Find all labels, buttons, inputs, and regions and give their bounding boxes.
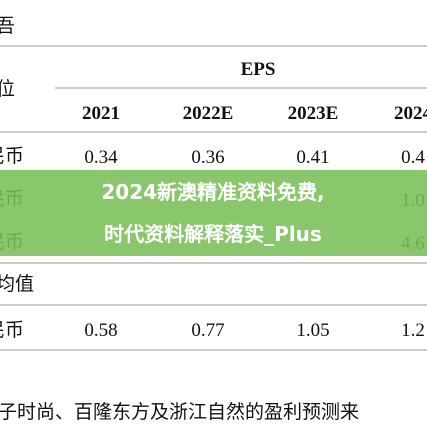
cell: 0.4: [401, 147, 425, 168]
cell: 0.34: [84, 147, 118, 168]
column-header: 2024: [394, 103, 427, 124]
cell: 1.2: [401, 320, 425, 341]
cell: 0.58: [84, 320, 117, 341]
cell: 1.05: [296, 320, 329, 341]
column-header: 2023E: [288, 103, 339, 124]
row-label: 民币: [0, 145, 24, 167]
banner-line: 时代资料解释落实_Plus: [104, 222, 322, 246]
footnote: 子时尚、百隆东方及浙江自然的盈利预测来: [0, 401, 359, 423]
banner-background: [0, 170, 427, 256]
row-label: 吾: [0, 15, 15, 37]
cell: 0.41: [296, 147, 329, 168]
column-header: 2022E: [183, 103, 234, 124]
row-label: 位: [0, 78, 15, 100]
banner-line: 2024新澳精准资料免费,: [101, 180, 324, 204]
cell: 0.77: [191, 320, 224, 341]
cell: 0.36: [191, 147, 224, 168]
column-header: 2021: [82, 103, 120, 124]
group-header: EPS: [241, 59, 276, 80]
row-label: 民币: [0, 319, 24, 341]
row-label: 均值: [0, 273, 34, 295]
